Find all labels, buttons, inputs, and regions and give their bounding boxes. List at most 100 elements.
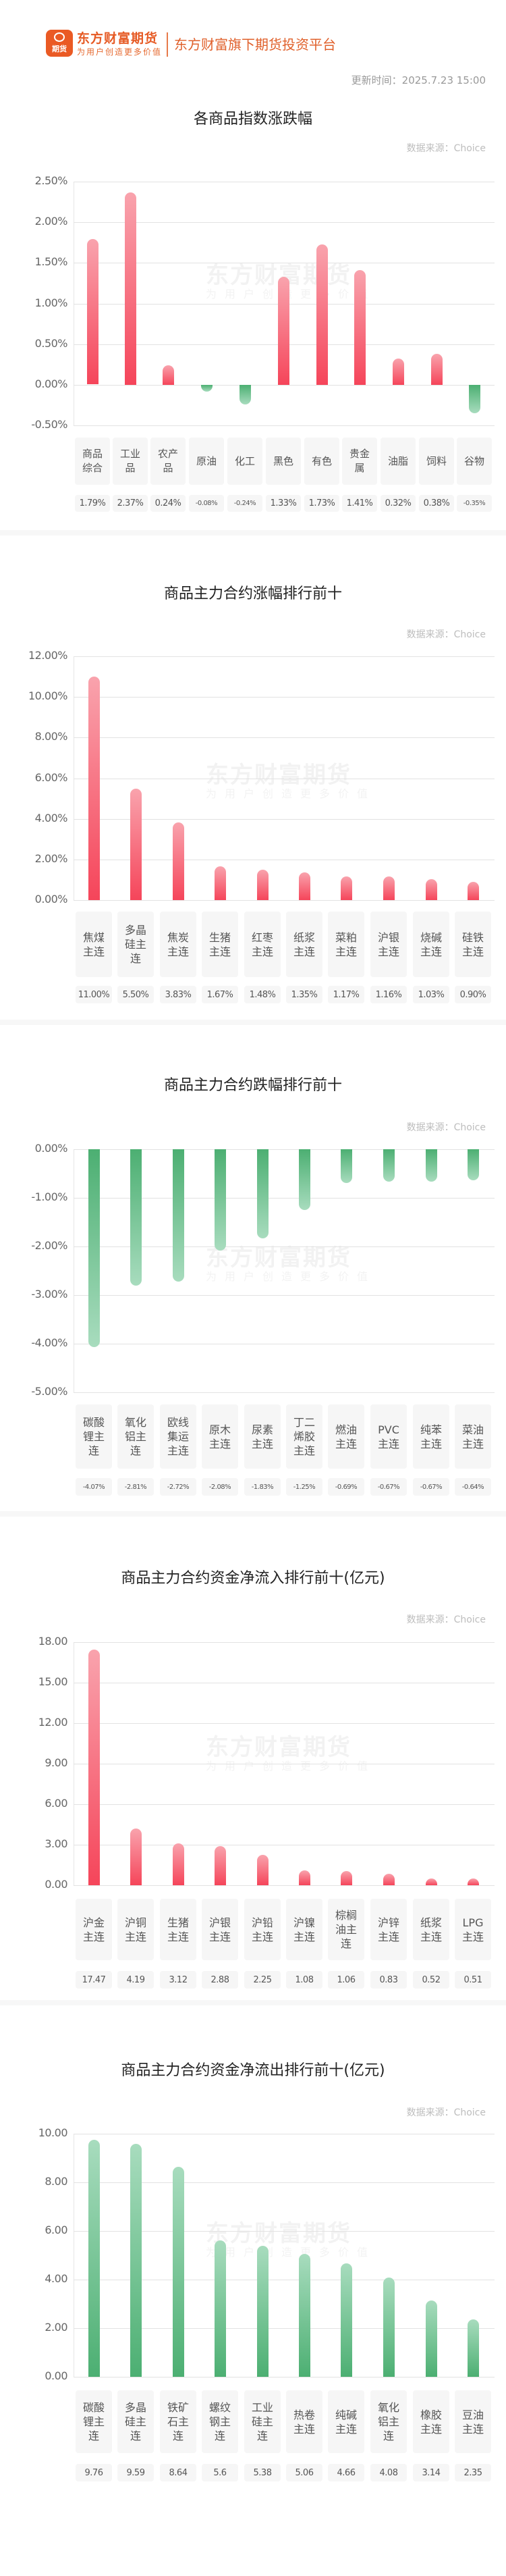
value-label: -0.08% (189, 495, 224, 512)
bar-positive[interactable] (278, 277, 289, 385)
bar-positive[interactable] (316, 244, 328, 385)
y-tick-label: 12.00 (38, 1716, 68, 1729)
value-label: -2.81% (117, 1478, 154, 1496)
bar-negative[interactable] (341, 1149, 352, 1183)
bar-positive[interactable] (130, 1829, 142, 1885)
brand-slogan: 为用户创造更多价值 (77, 47, 163, 57)
bar-negative[interactable] (469, 385, 480, 413)
bar-positive[interactable] (173, 822, 184, 900)
bar-positive[interactable] (130, 789, 142, 900)
gridline (74, 656, 495, 657)
value-label: 0.24% (150, 495, 186, 512)
bar-negative[interactable] (88, 1149, 100, 1347)
bar-positive[interactable] (88, 2140, 100, 2377)
value-label: 9.76 (76, 2464, 112, 2481)
category-label: 碳酸 锂主 连 (76, 1404, 112, 1469)
value-label: 17.47 (76, 1971, 112, 1989)
category-label: 工业 品 (113, 438, 148, 485)
bar-positive[interactable] (173, 1843, 184, 1885)
bar-negative[interactable] (426, 1149, 437, 1182)
y-tick-label: 3.00 (45, 1837, 67, 1850)
bar-positive[interactable] (341, 876, 352, 900)
category-label: 农产 品 (150, 438, 186, 485)
value-label: 2.88 (202, 1971, 238, 1989)
bar-positive[interactable] (383, 2278, 395, 2377)
bar-positive[interactable] (130, 2144, 142, 2377)
bar-positive[interactable] (215, 2240, 226, 2377)
bar-positive[interactable] (354, 270, 366, 385)
bar-positive[interactable] (468, 1878, 479, 1885)
bar-positive[interactable] (87, 239, 99, 384)
bar-positive[interactable] (341, 2263, 352, 2377)
bar-positive[interactable] (426, 2301, 437, 2377)
bar-negative[interactable] (257, 1149, 269, 1238)
gridline (74, 697, 495, 698)
bar-positive[interactable] (88, 1650, 100, 1885)
bar-negative[interactable] (299, 1149, 310, 1210)
value-label: -0.24% (227, 495, 262, 512)
value-label: 2.35 (455, 2464, 491, 2481)
bar-negative[interactable] (468, 1149, 479, 1180)
bar-negative[interactable] (201, 385, 213, 392)
category-label: 沪铜 主连 (117, 1899, 154, 1960)
bar-positive[interactable] (163, 365, 174, 385)
bar-positive[interactable] (215, 1846, 226, 1885)
value-label: 3.14 (413, 2464, 449, 2481)
value-label: 4.66 (328, 2464, 364, 2481)
category-label: 热卷 主连 (286, 2390, 322, 2453)
y-tick-label: 6.00 (45, 1797, 67, 1810)
category-label: 硅铁 主连 (455, 912, 491, 977)
bar-positive[interactable] (215, 866, 226, 900)
category-label: 铁矿 石主 连 (160, 2390, 196, 2453)
bar-positive[interactable] (257, 2246, 269, 2377)
bar-negative[interactable] (173, 1149, 184, 1282)
bar-positive[interactable] (383, 876, 395, 900)
category-label: LPG 主连 (455, 1899, 491, 1960)
bar-positive[interactable] (393, 359, 404, 385)
bar-positive[interactable] (173, 2167, 184, 2377)
gridline (74, 2182, 495, 2183)
app-logo: 期货 (46, 30, 73, 57)
bar-positive[interactable] (299, 1870, 310, 1885)
category-label: 油脂 (381, 438, 416, 485)
value-label: 0.32% (381, 495, 416, 512)
bar-positive[interactable] (299, 2254, 310, 2377)
value-label: 1.41% (342, 495, 377, 512)
category-label: 纯碱 主连 (328, 2390, 364, 2453)
value-label: 5.06 (286, 2464, 322, 2481)
y-tick-label: 0.00 (45, 2369, 67, 2382)
bar-positive[interactable] (125, 192, 136, 385)
value-label: -1.25% (286, 1478, 322, 1496)
category-label: 焦炭 主连 (160, 912, 196, 977)
bar-positive[interactable] (468, 2319, 479, 2377)
bar-positive[interactable] (299, 872, 310, 900)
y-tick-label: 2.00 (45, 2321, 67, 2334)
bar-positive[interactable] (426, 1878, 437, 1885)
bar-negative[interactable] (240, 385, 251, 404)
value-label: 2.25 (244, 1971, 281, 1989)
bar-positive[interactable] (426, 879, 437, 900)
bar-positive[interactable] (468, 882, 479, 900)
value-label: 11.00% (76, 986, 112, 1003)
category-label: 沪银 主连 (370, 912, 407, 977)
bar-positive[interactable] (431, 354, 443, 385)
value-label: 4.19 (117, 1971, 154, 1989)
y-tick-label: 6.00 (45, 2224, 67, 2236)
bar-negative[interactable] (130, 1149, 142, 1286)
section-divider (0, 1020, 506, 1025)
value-label: -2.08% (202, 1478, 238, 1496)
bar-positive[interactable] (257, 870, 269, 900)
value-label: -0.64% (455, 1478, 491, 1496)
gridline (74, 385, 495, 386)
bar-positive[interactable] (88, 677, 100, 900)
category-label: 贵金 属 (342, 438, 377, 485)
bar-positive[interactable] (383, 1874, 395, 1885)
watermark-slogan: 为用户创造更多价值 (206, 1270, 376, 1283)
bar-positive[interactable] (341, 1871, 352, 1885)
bar-negative[interactable] (383, 1149, 395, 1182)
category-label: 沪镍 主连 (286, 1899, 322, 1960)
bar-positive[interactable] (257, 1855, 269, 1885)
bar-negative[interactable] (215, 1149, 226, 1251)
watermark-logo: 东方财富期货 (206, 762, 352, 789)
brand-divider (167, 32, 168, 57)
